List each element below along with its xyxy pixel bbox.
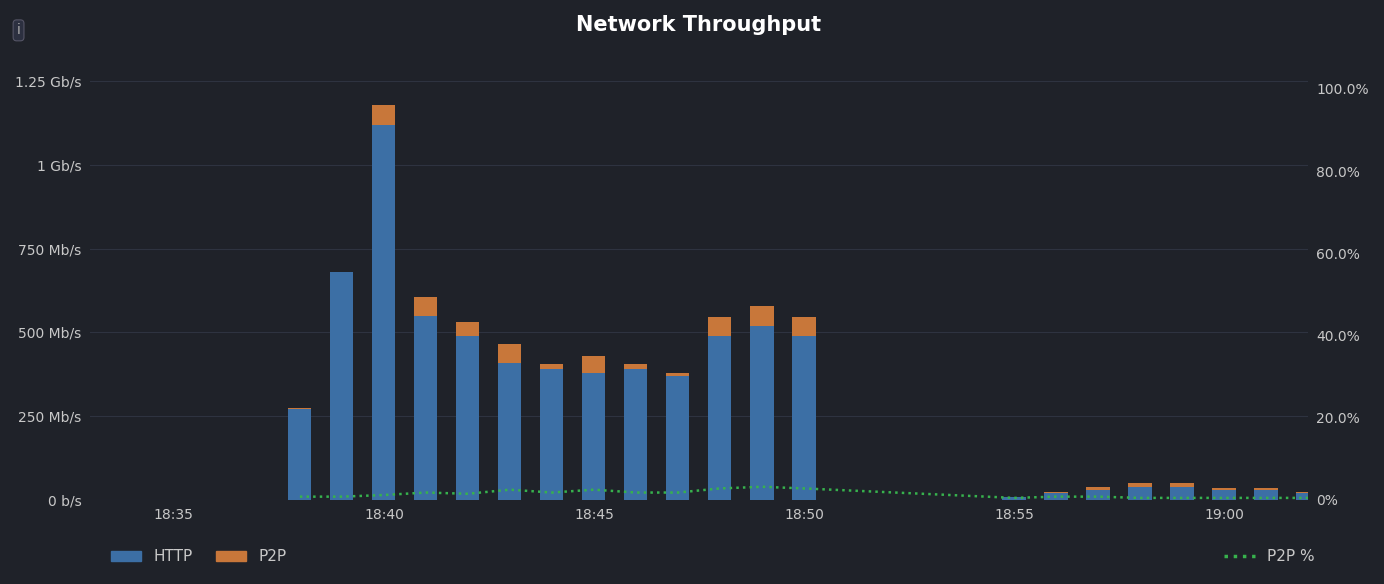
P2P % [711,485,728,492]
Bar [457,322,479,336]
P2P % [1215,495,1232,502]
P2P % [1174,495,1190,502]
Bar [666,373,689,376]
P2P % [1048,493,1064,500]
Bar [288,408,311,409]
Bar [793,317,815,336]
Bar [540,364,563,369]
Bar [750,326,774,500]
P2P % [501,486,518,493]
Bar [1002,496,1026,500]
Bar [372,105,396,125]
Legend: HTTP, P2P: HTTP, P2P [105,543,292,571]
Bar [331,272,353,500]
Bar [372,125,396,500]
Bar [1171,483,1193,486]
P2P % [334,493,350,500]
P2P % [459,491,476,498]
Bar [1212,488,1236,490]
Bar [498,363,522,500]
Bar [1128,483,1151,486]
Bar [1171,486,1193,500]
Bar [1254,490,1277,500]
Bar [750,305,774,326]
P2P % [1132,495,1149,502]
P2P % [670,489,686,496]
Text: i: i [17,23,21,37]
Bar [1045,492,1067,493]
Bar [1086,490,1110,500]
Bar [1297,492,1319,493]
Bar [583,373,605,500]
P2P % [375,492,392,499]
Bar [666,376,689,500]
P2P % [1006,495,1023,502]
P2P % [754,484,771,491]
Bar [583,356,605,373]
P2P % [292,493,309,500]
Line: P2P %: P2P % [300,487,1308,498]
P2P % [544,489,561,496]
Bar [624,369,648,500]
P2P % [1089,493,1106,500]
P2P % [585,486,602,493]
P2P % [418,489,435,496]
Bar [709,336,732,500]
Bar [1086,486,1110,490]
Bar [709,317,732,336]
P2P % [1258,495,1275,502]
Bar [540,369,563,500]
Bar [1045,493,1067,500]
Bar [288,409,311,500]
Bar [1254,488,1277,490]
Bar [624,364,648,369]
Bar [498,344,522,363]
P2P % [796,485,812,492]
P2P % [1300,495,1316,502]
Bar [793,336,815,500]
Legend: P2P %: P2P % [1218,543,1320,571]
Bar [1212,490,1236,500]
Bar [1128,486,1151,500]
Title: Network Throughput: Network Throughput [576,15,822,35]
Bar [414,297,437,316]
P2P % [627,489,644,496]
Bar [414,316,437,500]
Bar [1297,493,1319,500]
Bar [457,336,479,500]
